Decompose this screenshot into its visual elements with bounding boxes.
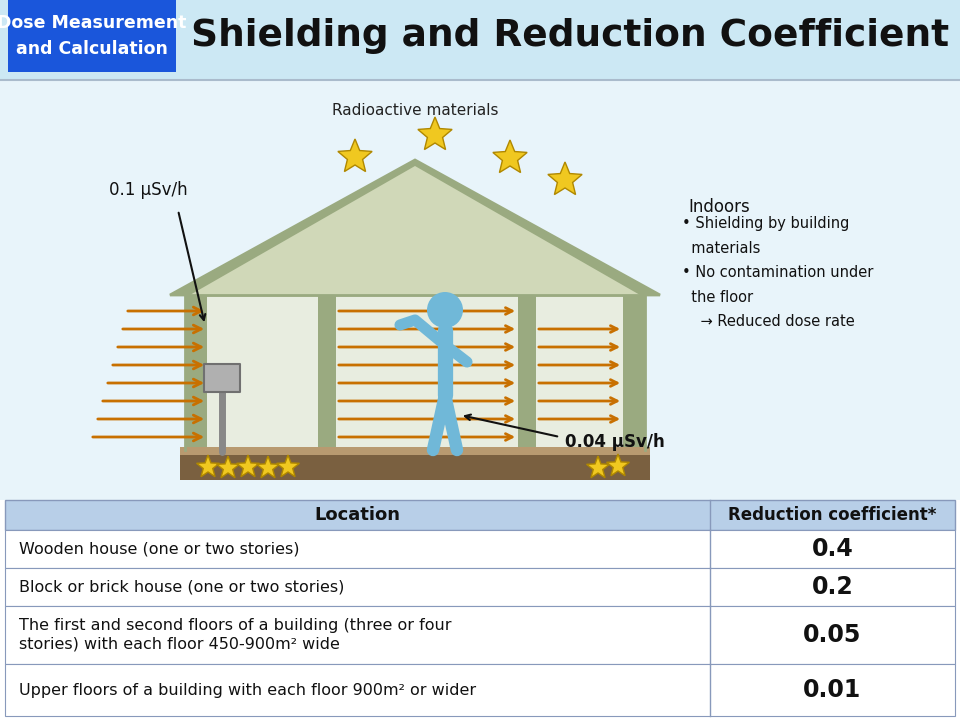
Bar — [8, 0, 176, 72]
Polygon shape — [492, 140, 527, 173]
Circle shape — [427, 292, 463, 328]
Text: 0.04 μSv/h: 0.04 μSv/h — [565, 433, 664, 451]
Bar — [0, 500, 960, 720]
Polygon shape — [217, 456, 239, 477]
Bar — [185, 295, 207, 450]
Text: Block or brick house (one or two stories): Block or brick house (one or two stories… — [19, 580, 345, 595]
Text: The first and second floors of a building (three or four
stories) with each floo: The first and second floors of a buildin… — [19, 618, 451, 652]
Text: 0.1 μSv/h: 0.1 μSv/h — [108, 181, 187, 199]
Polygon shape — [418, 117, 452, 150]
Text: 0.4: 0.4 — [811, 537, 853, 561]
Text: 0.05: 0.05 — [804, 623, 862, 647]
Bar — [5, 568, 955, 606]
Polygon shape — [276, 455, 300, 477]
Bar — [5, 500, 955, 530]
Bar — [180, 448, 650, 480]
Polygon shape — [338, 139, 372, 171]
Text: Indoors: Indoors — [688, 198, 750, 216]
Text: 0.2: 0.2 — [811, 575, 853, 599]
Text: Radioactive materials: Radioactive materials — [332, 103, 498, 118]
Polygon shape — [607, 454, 630, 476]
Polygon shape — [256, 456, 279, 477]
Text: Location: Location — [315, 506, 400, 524]
Bar — [0, 80, 960, 500]
Text: • Shielding by building
  materials
• No contamination under
  the floor
    → R: • Shielding by building materials • No c… — [682, 216, 874, 329]
Text: Upper floors of a building with each floor 900m² or wider: Upper floors of a building with each flo… — [19, 683, 476, 698]
Text: Dose Measurement
and Calculation: Dose Measurement and Calculation — [0, 14, 186, 58]
Polygon shape — [587, 456, 610, 477]
Polygon shape — [170, 160, 660, 295]
Polygon shape — [236, 455, 259, 477]
Bar — [180, 447, 650, 455]
Bar — [5, 664, 955, 716]
Polygon shape — [197, 455, 220, 477]
Text: Reduction coefficient*: Reduction coefficient* — [729, 506, 937, 524]
Text: Shielding and Reduction Coefficient: Shielding and Reduction Coefficient — [191, 18, 949, 54]
Polygon shape — [190, 166, 640, 295]
Text: 0.01: 0.01 — [804, 678, 862, 702]
Bar — [5, 530, 955, 568]
Bar — [185, 295, 645, 450]
Bar — [623, 295, 645, 450]
Bar — [518, 295, 536, 450]
Bar — [0, 0, 960, 80]
Polygon shape — [548, 162, 582, 194]
Bar — [5, 606, 955, 664]
Text: Wooden house (one or two stories): Wooden house (one or two stories) — [19, 541, 300, 557]
Bar — [318, 295, 336, 450]
Bar — [204, 364, 240, 392]
